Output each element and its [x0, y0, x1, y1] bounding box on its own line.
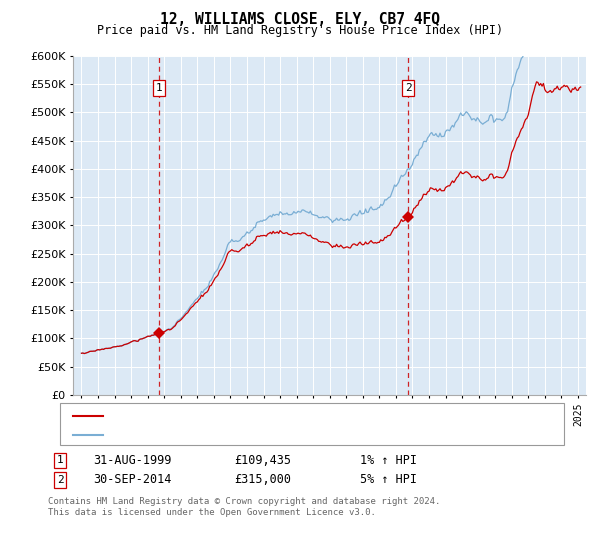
- Text: 30-SEP-2014: 30-SEP-2014: [93, 473, 172, 487]
- Text: 2: 2: [56, 475, 64, 485]
- Text: 1: 1: [56, 455, 64, 465]
- Text: This data is licensed under the Open Government Licence v3.0.: This data is licensed under the Open Gov…: [48, 508, 376, 517]
- Text: 1: 1: [155, 83, 162, 93]
- Text: 31-AUG-1999: 31-AUG-1999: [93, 454, 172, 467]
- Text: Price paid vs. HM Land Registry's House Price Index (HPI): Price paid vs. HM Land Registry's House …: [97, 24, 503, 37]
- Text: 2: 2: [405, 83, 412, 93]
- Text: 5% ↑ HPI: 5% ↑ HPI: [360, 473, 417, 487]
- Text: £315,000: £315,000: [234, 473, 291, 487]
- Text: 12, WILLIAMS CLOSE, ELY, CB7 4FQ: 12, WILLIAMS CLOSE, ELY, CB7 4FQ: [160, 12, 440, 27]
- Text: £109,435: £109,435: [234, 454, 291, 467]
- Text: Contains HM Land Registry data © Crown copyright and database right 2024.: Contains HM Land Registry data © Crown c…: [48, 497, 440, 506]
- Text: HPI: Average price, detached house, East Cambridgeshire: HPI: Average price, detached house, East…: [109, 430, 467, 440]
- Text: 12, WILLIAMS CLOSE, ELY, CB7 4FQ (detached house): 12, WILLIAMS CLOSE, ELY, CB7 4FQ (detach…: [109, 410, 428, 421]
- Text: 1% ↑ HPI: 1% ↑ HPI: [360, 454, 417, 467]
